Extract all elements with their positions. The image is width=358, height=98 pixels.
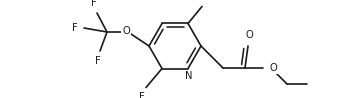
Text: O: O (269, 63, 277, 73)
Text: F: F (95, 56, 101, 66)
Text: O: O (122, 26, 130, 36)
Text: F: F (139, 92, 145, 98)
Text: N: N (185, 71, 193, 81)
Text: O: O (245, 30, 253, 40)
Text: F: F (72, 23, 78, 33)
Text: F: F (91, 0, 97, 8)
